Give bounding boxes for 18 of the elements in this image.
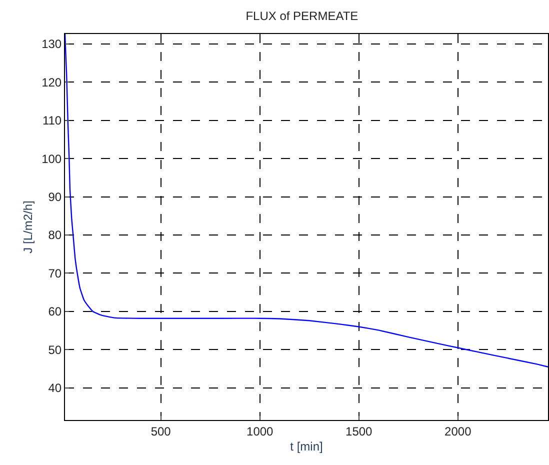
y-tick-label: 50 <box>48 342 62 357</box>
y-tick-label: 120 <box>42 75 62 90</box>
y-tick-label: 80 <box>48 228 62 242</box>
y-tick-label: 40 <box>48 381 62 396</box>
x-tick-label: 500 <box>150 424 172 438</box>
y-axis-title: J [L/m2/h] <box>20 200 35 254</box>
x-tick-label: 1000 <box>246 424 274 438</box>
x-axis-title: t [min] <box>290 439 323 454</box>
y-tick-label: 110 <box>42 114 62 128</box>
chart-title: FLUX of PERMEATE <box>246 9 358 24</box>
y-tick-label: 60 <box>48 304 62 319</box>
x-tick-label: 1500 <box>346 424 373 438</box>
y-tick-label: 100 <box>42 152 62 166</box>
y-tick-label: 70 <box>48 266 62 280</box>
y-tick-label: 130 <box>42 37 62 52</box>
line-series <box>65 34 548 368</box>
x-tick-label: 2000 <box>444 424 472 438</box>
y-tick-label: 90 <box>48 190 62 204</box>
